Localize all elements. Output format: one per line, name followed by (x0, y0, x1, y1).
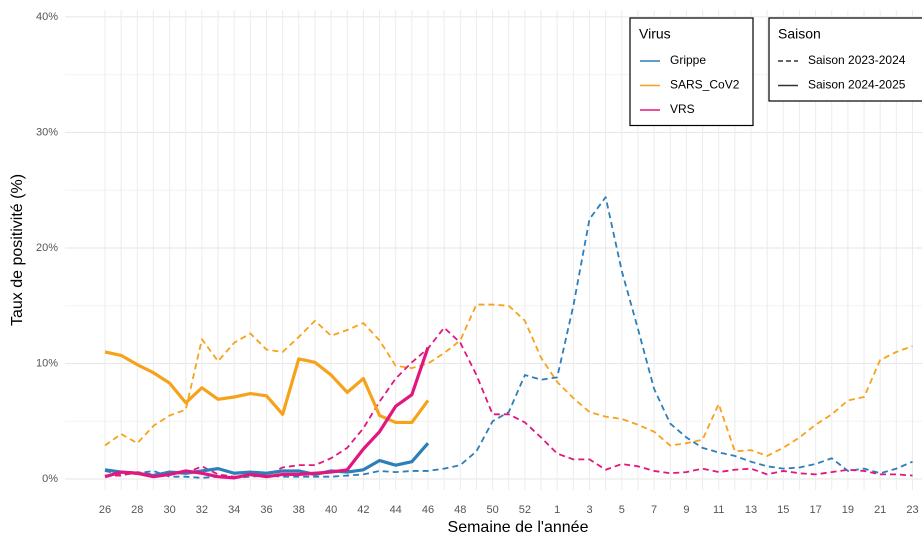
x-tick-label: 48 (454, 504, 466, 516)
legend-label: Grippe (670, 53, 706, 67)
x-tick-label: 19 (842, 504, 854, 516)
x-tick-label: 46 (422, 504, 434, 516)
legend-box (629, 17, 754, 127)
x-tick-label: 26 (99, 504, 111, 516)
x-tick-label: 42 (357, 504, 369, 516)
x-tick-label: 36 (260, 504, 272, 516)
x-tick-label: 7 (651, 504, 657, 516)
y-axis-title: Taux de positivité (%) (9, 174, 26, 326)
x-tick-label: 30 (163, 504, 175, 516)
y-tick-label: 40% (36, 11, 58, 23)
x-axis-title: Semaine de l'année (448, 519, 589, 536)
x-tick-label: 15 (777, 504, 789, 516)
x-tick-label: 32 (196, 504, 208, 516)
x-tick-label: 44 (390, 504, 402, 516)
y-tick-label: 20% (36, 242, 58, 254)
y-tick-label: 30% (36, 126, 58, 138)
x-tick-label: 11 (713, 504, 724, 516)
legend-label: VRS (670, 102, 695, 116)
series-line (104, 350, 430, 425)
series-line (104, 196, 913, 479)
x-tick-label: 52 (519, 504, 531, 516)
x-tick-label: 1 (554, 504, 560, 516)
x-tick-label: 28 (131, 504, 143, 516)
legend-label: SARS_CoV2 (670, 78, 740, 92)
series-line (104, 303, 913, 457)
x-tick-label: 34 (228, 504, 240, 516)
legend-label: Saison 2023-2024 (808, 53, 906, 67)
y-tick-label: 0% (42, 473, 58, 485)
series-line (105, 326, 913, 478)
x-tick-label: 38 (293, 504, 305, 516)
y-tick-label: 10% (36, 357, 58, 369)
legend-label: Saison 2024-2025 (808, 78, 906, 92)
x-tick-label: 13 (745, 504, 757, 516)
series-line (104, 346, 430, 480)
x-tick-label: 9 (683, 504, 689, 516)
x-tick-label: 3 (586, 504, 592, 516)
legend-title: Saison (778, 26, 821, 42)
x-tick-label: 40 (325, 504, 337, 516)
legend-box (768, 17, 922, 102)
x-tick-label: 23 (906, 504, 918, 516)
x-tick-label: 21 (874, 504, 886, 516)
legend-title: Virus (639, 26, 671, 42)
x-tick-label: 5 (619, 504, 625, 516)
x-tick-label: 50 (486, 504, 498, 516)
x-tick-label: 17 (809, 504, 821, 516)
